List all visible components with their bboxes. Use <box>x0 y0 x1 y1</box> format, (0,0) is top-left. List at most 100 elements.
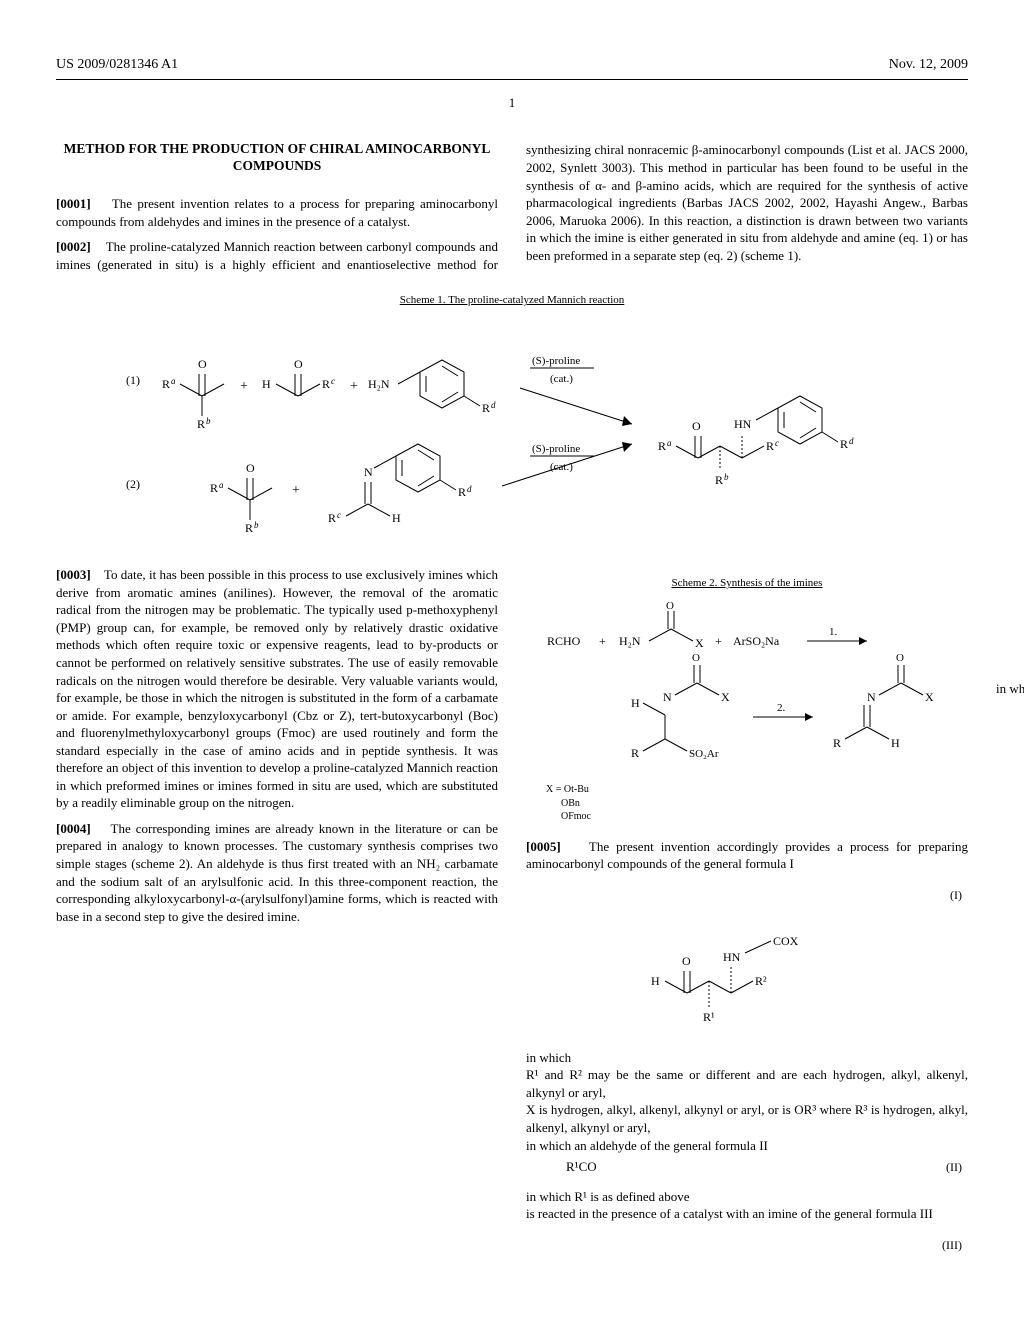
svg-text:O: O <box>246 461 255 475</box>
svg-text:R: R <box>766 439 774 453</box>
definition-text: in which R² and X are each as defined ab… <box>996 680 1024 698</box>
svg-text:RCHO: RCHO <box>547 634 581 648</box>
svg-text:1.: 1. <box>829 626 838 638</box>
scheme-caption: Scheme 1. The proline-catalyzed Mannich … <box>56 293 968 308</box>
svg-text:R: R <box>197 417 205 431</box>
svg-text:R: R <box>715 473 723 487</box>
svg-text:O: O <box>692 419 701 433</box>
svg-text:d: d <box>491 400 496 410</box>
svg-text:+: + <box>292 483 300 498</box>
svg-text:b: b <box>724 472 729 482</box>
svg-text:O: O <box>896 652 904 664</box>
svg-text:(1): (1) <box>126 373 140 387</box>
publication-number: US 2009/0281346 A1 <box>56 56 178 75</box>
svg-text:d: d <box>467 484 472 494</box>
svg-text:N: N <box>364 465 373 479</box>
para-number: [0005] <box>526 839 561 854</box>
scheme-1: Scheme 1. The proline-catalyzed Mannich … <box>56 283 968 550</box>
svg-text:O: O <box>682 954 691 968</box>
para-number: [0004] <box>56 821 91 836</box>
svg-text:H: H <box>262 377 271 391</box>
svg-text:+: + <box>350 379 358 394</box>
definition-text: in which R¹ is as defined above <box>526 1188 968 1206</box>
scheme-caption: Scheme 2. Synthesis of the imines <box>526 576 968 591</box>
svg-text:+: + <box>599 634 606 648</box>
svg-text:X: X <box>721 690 730 704</box>
svg-text:O: O <box>294 357 303 371</box>
svg-text:HN: HN <box>723 950 741 964</box>
svg-text:COX: COX <box>773 934 799 948</box>
x-definition-note: X = Ot-Bu OBn OFmoc <box>546 783 968 824</box>
svg-text:a: a <box>219 480 224 490</box>
scheme-2: Scheme 2. Synthesis of the imines RCHO +… <box>526 576 968 823</box>
svg-text:2.: 2. <box>777 702 786 714</box>
header-divider <box>56 79 968 80</box>
scheme-2-diagram: RCHO + H₂N O X + ArSO₂Na 1. H N <box>526 599 968 824</box>
svg-text:R: R <box>840 437 848 451</box>
patent-header: US 2009/0281346 A1 Nov. 12, 2009 <box>56 56 968 75</box>
svg-text:a: a <box>667 438 672 448</box>
svg-text:(2): (2) <box>126 477 140 491</box>
svg-text:a: a <box>171 376 176 386</box>
para-number: [0003] <box>56 567 91 582</box>
paragraph: [0005] The present invention accordingly… <box>526 838 968 873</box>
svg-text:X: X <box>925 690 934 704</box>
svg-text:ArSO₂Na: ArSO₂Na <box>733 634 780 648</box>
paragraph: [0001] The present invention relates to … <box>56 195 498 230</box>
svg-text:O: O <box>198 357 207 371</box>
svg-text:R: R <box>328 511 336 525</box>
svg-text:H: H <box>651 974 660 988</box>
svg-text:H: H <box>631 696 640 710</box>
svg-text:c: c <box>337 510 341 520</box>
svg-text:N: N <box>867 690 876 704</box>
svg-text:+: + <box>715 634 722 648</box>
body-columns: METHOD FOR THE PRODUCTION OF CHIRAL AMIN… <box>56 141 968 1261</box>
svg-text:HN: HN <box>734 417 752 431</box>
formula-tag-III: (III) <box>942 1237 968 1253</box>
svg-text:H₂N: H₂N <box>619 634 641 648</box>
svg-text:b: b <box>254 520 259 530</box>
svg-text:R: R <box>482 401 490 415</box>
para-number: [0002] <box>56 239 91 254</box>
publication-date: Nov. 12, 2009 <box>889 56 968 75</box>
definition-text: is reacted in the presence of a catalyst… <box>526 1205 968 1223</box>
svg-text:R: R <box>210 481 218 495</box>
svg-text:R²: R² <box>755 974 767 988</box>
svg-text:O: O <box>692 652 700 664</box>
svg-text:R¹: R¹ <box>703 1010 715 1024</box>
definition-text: in which <box>526 1049 968 1067</box>
svg-text:R: R <box>631 746 639 760</box>
formula-II: R¹CO (II) <box>526 1158 968 1176</box>
paragraph: [0004] The corresponding imines are alre… <box>56 820 498 925</box>
definition-text: in which an aldehyde of the general form… <box>526 1137 968 1155</box>
svg-text:+: + <box>240 379 248 394</box>
svg-text:X: X <box>695 636 704 650</box>
svg-text:H: H <box>392 511 401 525</box>
svg-text:H: H <box>891 736 900 750</box>
svg-text:c: c <box>775 438 779 448</box>
formula-tag-I: (I) <box>950 887 968 903</box>
page-number: 1 <box>56 94 968 112</box>
formula-tag-II: (II) <box>946 1159 968 1175</box>
svg-text:(cat.): (cat.) <box>550 373 573 385</box>
para-text: The corresponding imines are already kno… <box>56 821 498 924</box>
para-text: The present invention relates to a proce… <box>56 196 498 229</box>
document-title: METHOD FOR THE PRODUCTION OF CHIRAL AMIN… <box>56 141 498 175</box>
para-text: To date, it has been possible in this pr… <box>56 567 498 810</box>
formula-I: (I) H O R¹ R² HN COX <box>526 887 968 1035</box>
scheme-1-diagram: (1) Ra O Rb + H O Rc + <box>56 316 968 536</box>
svg-text:(S)-proline: (S)-proline <box>532 443 580 455</box>
svg-text:R: R <box>245 521 253 535</box>
svg-text:N: N <box>663 690 672 704</box>
paragraph: [0003] To date, it has been possible in … <box>56 566 498 812</box>
definition-text: X is hydrogen, alkyl, alkenyl, alkynyl o… <box>526 1101 968 1136</box>
svg-text:R: R <box>833 736 841 750</box>
svg-text:H₂N: H₂N <box>368 377 390 391</box>
definition-text: R¹ and R² may be the same or different a… <box>526 1066 968 1101</box>
svg-text:R: R <box>658 439 666 453</box>
para-number: [0001] <box>56 196 91 211</box>
svg-text:d: d <box>849 436 854 446</box>
para-text: The present invention accordingly provid… <box>526 839 968 872</box>
svg-text:SO₂Ar: SO₂Ar <box>689 748 719 760</box>
svg-text:R: R <box>162 377 170 391</box>
